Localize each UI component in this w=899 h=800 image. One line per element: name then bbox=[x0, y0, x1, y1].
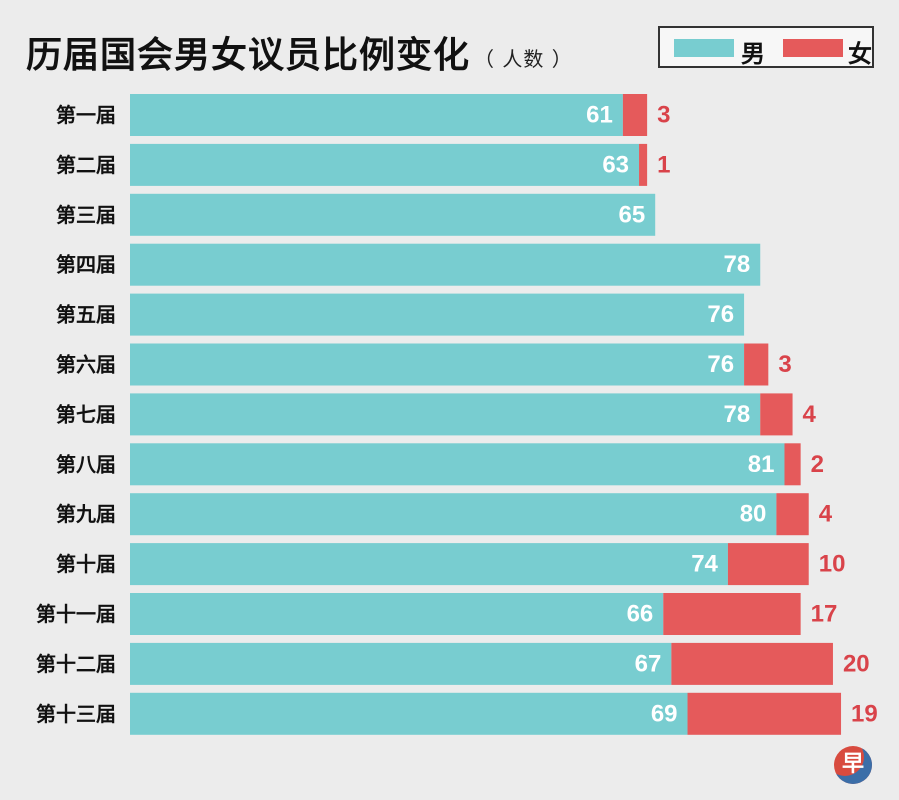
unit-label: （ 人数 ） bbox=[474, 46, 573, 71]
bar-female bbox=[760, 393, 793, 436]
data-label-male: 69 bbox=[651, 700, 678, 727]
data-label-male: 66 bbox=[627, 601, 654, 628]
bar-female bbox=[744, 343, 769, 386]
category-label: 第三届 bbox=[56, 203, 116, 227]
data-label-male: 80 bbox=[740, 501, 767, 528]
bar-female bbox=[687, 692, 842, 735]
data-label-male: 67 bbox=[635, 650, 662, 677]
bar-female bbox=[639, 143, 648, 186]
category-label: 第二届 bbox=[56, 153, 116, 177]
data-label-male: 63 bbox=[602, 151, 629, 178]
bar-male bbox=[130, 143, 640, 186]
title-text: 历届国会男女议员比例变化 bbox=[26, 35, 471, 76]
bar-male bbox=[130, 642, 672, 685]
bar-male bbox=[130, 393, 761, 436]
bar-female bbox=[727, 543, 809, 586]
category-label: 第七届 bbox=[56, 402, 116, 426]
data-label-female: 1 bbox=[657, 151, 670, 178]
data-label-female: 3 bbox=[657, 102, 670, 129]
category-label: 第十一届 bbox=[36, 602, 116, 626]
bar-female bbox=[622, 94, 648, 136]
bar-male bbox=[130, 493, 777, 536]
legend-label-female: 女 bbox=[848, 40, 872, 68]
data-label-male: 78 bbox=[724, 401, 751, 428]
legend-label-male: 男 bbox=[741, 40, 765, 68]
publisher-logo: 早 bbox=[834, 746, 872, 784]
bar-male bbox=[130, 543, 728, 586]
legend-swatch-male bbox=[674, 39, 734, 57]
category-label: 第十三届 bbox=[36, 702, 116, 726]
data-label-male: 76 bbox=[707, 301, 734, 328]
data-label-female: 20 bbox=[843, 650, 870, 677]
bar-male bbox=[130, 193, 656, 236]
bar-female bbox=[776, 493, 809, 536]
data-label-female: 4 bbox=[803, 401, 817, 428]
bar-male bbox=[130, 343, 745, 386]
legend: 男 女 bbox=[658, 26, 874, 68]
data-label-female: 4 bbox=[819, 501, 833, 528]
bar-female bbox=[784, 443, 801, 486]
category-label: 第十届 bbox=[56, 552, 116, 576]
bar-female bbox=[671, 642, 833, 685]
category-label: 第一届 bbox=[56, 103, 116, 127]
bar-male bbox=[130, 293, 745, 336]
data-label-male: 61 bbox=[586, 102, 613, 129]
bar-male bbox=[130, 692, 688, 735]
category-label: 第五届 bbox=[56, 303, 116, 327]
bar-male bbox=[130, 243, 761, 286]
category-label: 第九届 bbox=[56, 502, 116, 526]
chart-title: 历届国会男女议员比例变化（ 人数 ） bbox=[26, 26, 573, 78]
bar-female bbox=[663, 593, 801, 635]
data-label-male: 76 bbox=[707, 351, 734, 378]
bar-male bbox=[130, 593, 664, 635]
data-label-female: 19 bbox=[851, 700, 878, 727]
data-label-female: 3 bbox=[778, 351, 791, 378]
bar-male bbox=[130, 94, 623, 136]
data-label-male: 78 bbox=[724, 251, 751, 278]
category-label: 第十二届 bbox=[36, 652, 116, 676]
data-label-female: 17 bbox=[811, 601, 838, 628]
category-label: 第八届 bbox=[56, 452, 116, 476]
data-label-female: 2 bbox=[811, 451, 824, 478]
legend-swatch-female bbox=[783, 39, 843, 57]
category-label: 第四届 bbox=[56, 253, 116, 277]
category-label: 第六届 bbox=[56, 353, 116, 377]
bar-male bbox=[130, 443, 785, 486]
data-label-male: 81 bbox=[748, 451, 775, 478]
data-label-male: 65 bbox=[618, 201, 645, 228]
data-label-male: 74 bbox=[691, 551, 718, 578]
data-label-female: 10 bbox=[819, 551, 846, 578]
